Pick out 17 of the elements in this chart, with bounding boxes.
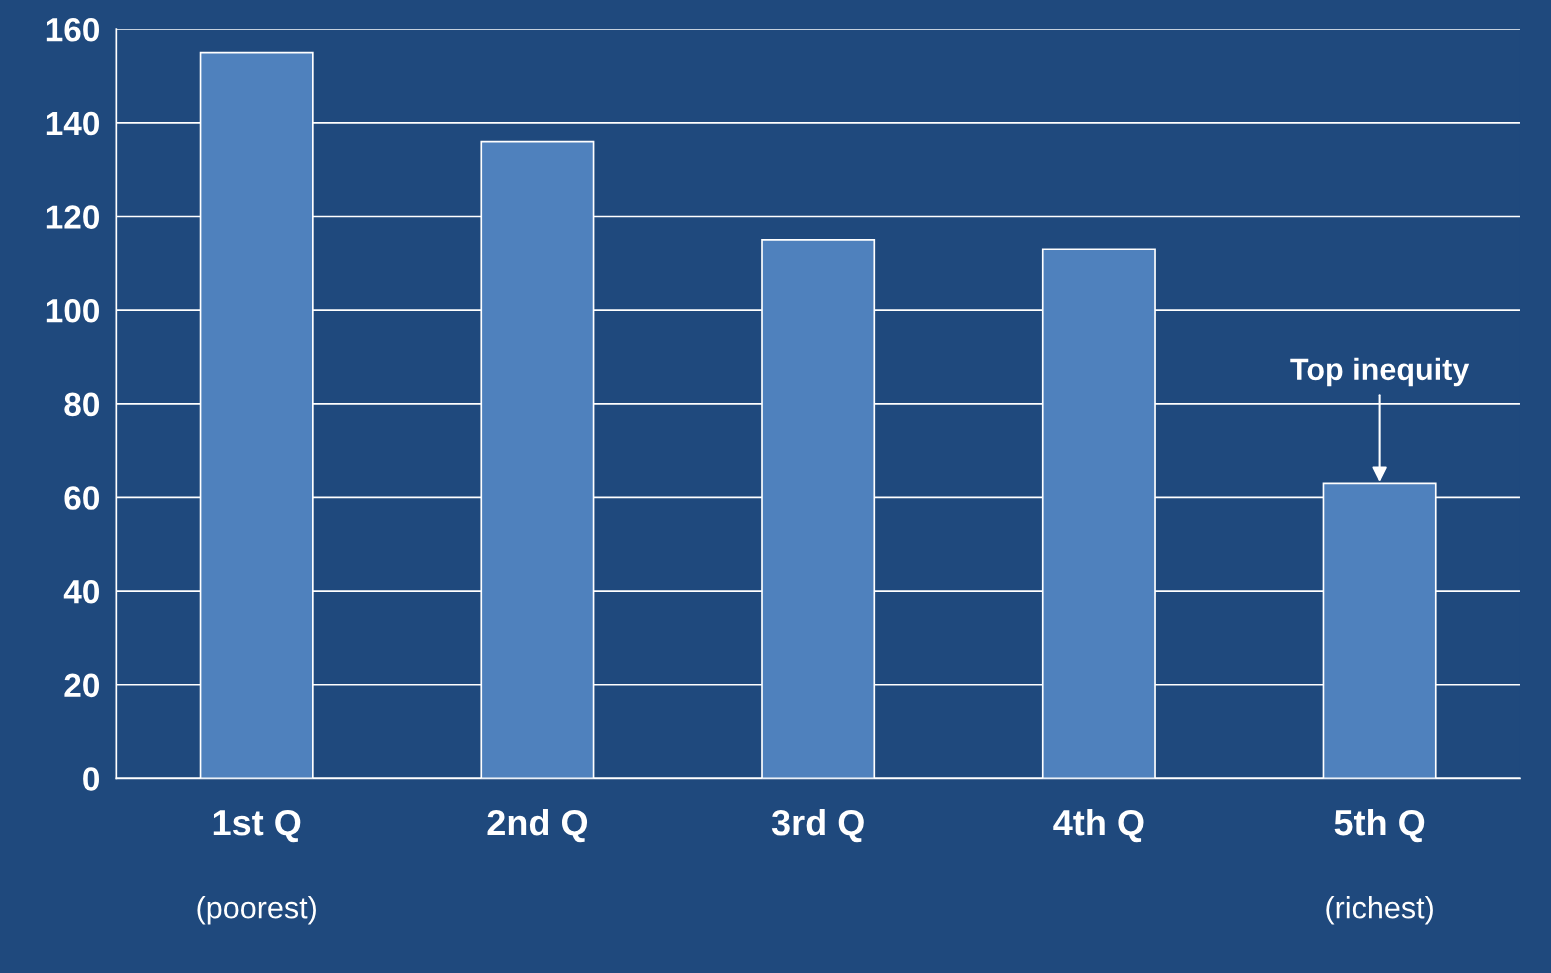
y-tick-label: 140 [46,111,99,136]
x-tick-label: 2nd Q [487,808,588,843]
x-tick-label: 3rd Q [771,808,864,843]
x-tick-label: 1st Q [213,809,301,843]
y-tick-label: 120 [46,205,99,229]
y-tick-label: 80 [64,392,99,417]
y-tick-label: 20 [64,673,99,698]
y-tick-label: 0 [83,767,99,791]
y-tick-label: 40 [63,579,99,604]
x-tick-label: 5th Q [1334,808,1425,843]
y-tick-label: 100 [46,298,99,323]
text: (richest) [1326,896,1433,925]
text: (poorest) [197,896,316,925]
y-tick-label: 60 [64,486,99,510]
annotation: Top inequity [1290,357,1470,387]
y-tick-label: 160 [46,17,99,42]
x-tick-label: 4th Q [1053,808,1144,843]
